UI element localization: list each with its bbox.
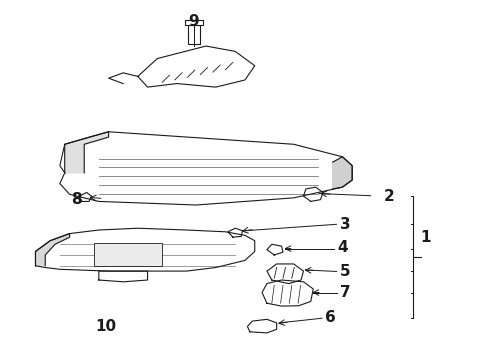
Text: 4: 4 [338, 240, 348, 255]
Text: 3: 3 [340, 217, 351, 232]
Text: 7: 7 [340, 285, 351, 300]
Text: 1: 1 [420, 230, 431, 245]
Polygon shape [303, 187, 323, 202]
Text: 8: 8 [72, 192, 82, 207]
Polygon shape [333, 157, 352, 189]
Polygon shape [109, 73, 138, 84]
Text: 9: 9 [189, 14, 199, 28]
Polygon shape [138, 46, 255, 87]
Polygon shape [262, 280, 313, 306]
Text: 2: 2 [384, 189, 394, 203]
Polygon shape [65, 132, 109, 173]
Polygon shape [79, 193, 92, 202]
Polygon shape [35, 234, 70, 266]
Text: 6: 6 [325, 310, 336, 325]
FancyBboxPatch shape [188, 24, 200, 44]
Polygon shape [99, 271, 147, 282]
Polygon shape [228, 228, 243, 237]
Text: 5: 5 [340, 264, 351, 279]
Text: 10: 10 [96, 319, 117, 334]
Polygon shape [267, 244, 283, 255]
FancyBboxPatch shape [94, 243, 162, 266]
Polygon shape [267, 264, 303, 284]
Polygon shape [60, 132, 352, 205]
FancyBboxPatch shape [185, 20, 202, 24]
Polygon shape [247, 319, 277, 333]
Polygon shape [35, 228, 255, 271]
